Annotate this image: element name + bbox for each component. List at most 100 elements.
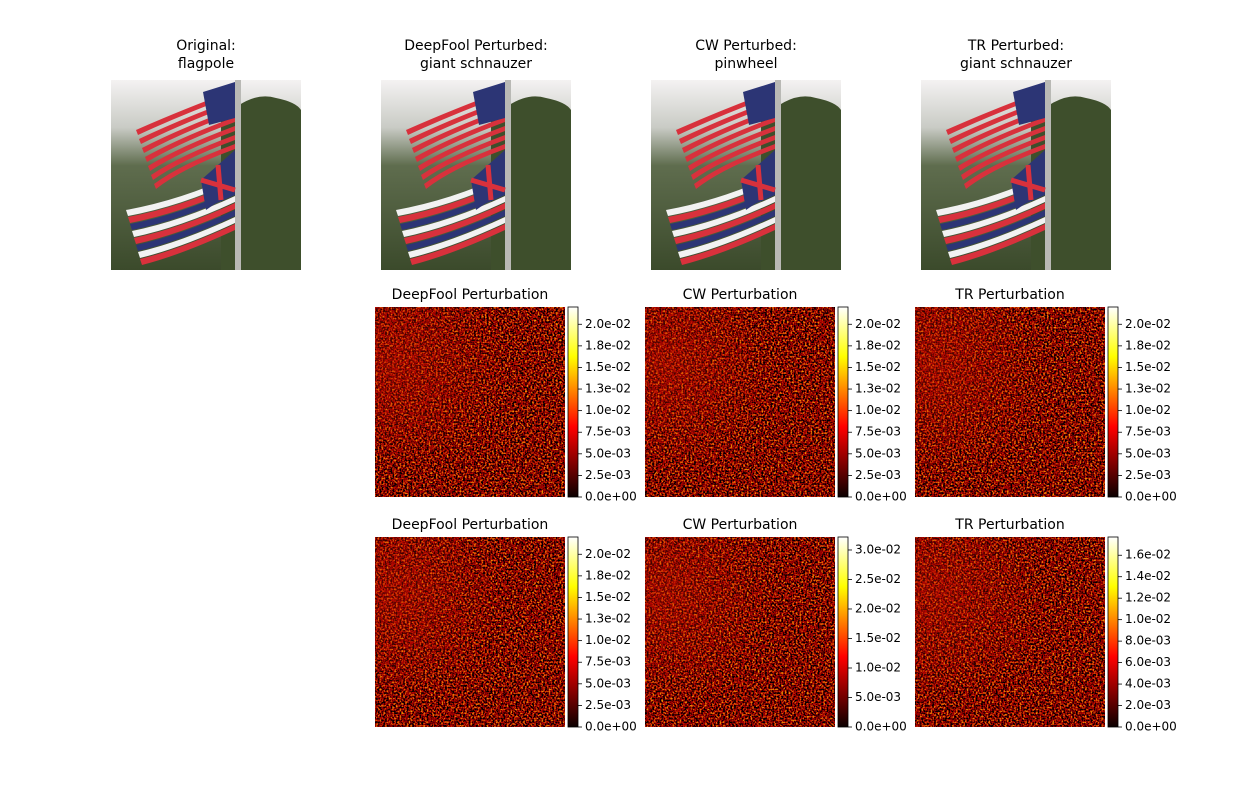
heatmap-title: DeepFool Perturbation — [392, 287, 549, 303]
us-flag — [406, 82, 505, 189]
stripe — [148, 126, 235, 171]
stripe — [685, 117, 775, 162]
stripe — [950, 224, 1045, 265]
stripe — [421, 135, 505, 180]
stripe — [424, 144, 505, 189]
colorbar-tick-label: 2.5e-03 — [855, 468, 901, 482]
colorbar — [567, 536, 579, 728]
stripe — [961, 135, 1045, 180]
colorbar-tick-label: 2.0e-02 — [1125, 317, 1171, 331]
colorbar-tick-label: 1.0e-02 — [1125, 403, 1171, 417]
colorbar-tick-label: 7.5e-03 — [585, 655, 631, 669]
colorbar-tick-label: 6.0e-03 — [1125, 655, 1171, 669]
union-cross — [740, 164, 776, 201]
union-cross — [200, 164, 236, 201]
heatmap-title: TR Perturbation — [954, 287, 1064, 303]
colorbar — [1107, 306, 1119, 498]
stripe — [128, 182, 235, 223]
colorbar-tick-label: 1.5e-02 — [585, 360, 631, 374]
colorbar-tick-label: 1.8e-02 — [585, 338, 631, 352]
stripe — [964, 144, 1045, 189]
colorbar-tick-label: 1.8e-02 — [855, 338, 901, 352]
stripe — [938, 182, 1045, 223]
hawaii-flag — [666, 150, 776, 265]
stripe — [126, 175, 235, 216]
colorbar-tick-label: 7.5e-03 — [1125, 425, 1171, 439]
heatmap-glow — [915, 537, 1105, 727]
colorbar-tick-label: 1.0e-02 — [855, 403, 901, 417]
colorbar-tick-label: 1.8e-02 — [1125, 338, 1171, 352]
stripe — [676, 210, 775, 251]
union-cross — [470, 164, 506, 201]
colorbar-tick-label: 1.3e-02 — [585, 382, 631, 396]
heatmap-glow — [645, 307, 835, 497]
stripe — [402, 196, 505, 237]
colorbar-tick-label: 1.5e-02 — [585, 590, 631, 604]
us-flag — [676, 82, 775, 189]
colorbar-tick-label: 7.5e-03 — [585, 425, 631, 439]
hawaii-flag — [936, 150, 1046, 265]
flagpole — [1045, 80, 1051, 270]
colorbar — [837, 536, 849, 728]
colorbar — [567, 306, 579, 498]
stripe — [404, 203, 505, 244]
flagpole — [235, 80, 241, 270]
stripe — [944, 203, 1045, 244]
heatmap-glow — [645, 537, 835, 727]
colorbar-tick-label: 4.0e-03 — [1125, 677, 1171, 691]
stripe — [154, 144, 235, 189]
colorbar-tick-label: 5.0e-03 — [855, 690, 901, 704]
stripe — [680, 224, 775, 265]
colorbar-tick-label: 1.3e-02 — [1125, 382, 1171, 396]
colorbar-tick-label: 0.0e+00 — [1125, 720, 1177, 734]
colorbar-tick-label: 1.0e-02 — [1125, 612, 1171, 626]
colorbar — [837, 306, 849, 498]
heatmap-title: CW Perturbation — [683, 517, 798, 533]
panel-title: giant schnauzer — [420, 56, 532, 72]
colorbar-tick-label: 1.5e-02 — [855, 631, 901, 645]
stripe — [415, 117, 505, 162]
heatmap-title: TR Perturbation — [954, 517, 1064, 533]
colorbar — [1107, 536, 1119, 728]
stripe — [688, 126, 775, 171]
colorbar-tick-label: 2.5e-03 — [585, 468, 631, 482]
colorbar-tick-label: 1.5e-02 — [1125, 360, 1171, 374]
panel-title: TR Perturbed: — [967, 38, 1064, 54]
hawaii-flag — [126, 150, 236, 265]
stripe — [408, 217, 505, 258]
colorbar-tick-label: 1.0e-02 — [585, 633, 631, 647]
colorbar-tick-label: 2.0e-02 — [855, 317, 901, 331]
colorbar-tick-label: 2.0e-02 — [855, 601, 901, 615]
stripe — [140, 224, 235, 265]
photo — [651, 80, 841, 270]
stripe — [145, 117, 235, 162]
stripe — [418, 126, 505, 171]
stripe — [410, 224, 505, 265]
heatmap-title: CW Perturbation — [683, 287, 798, 303]
colorbar-tick-label: 3.0e-02 — [855, 542, 901, 556]
colorbar-tick-label: 7.5e-03 — [855, 425, 901, 439]
colorbar-tick-label: 1.6e-02 — [1125, 548, 1171, 562]
heatmap-glow — [375, 537, 565, 727]
colorbar-tick-label: 0.0e+00 — [585, 490, 637, 504]
colorbar-tick-label: 2.5e-02 — [855, 572, 901, 586]
colorbar-tick-label: 1.2e-02 — [1125, 591, 1171, 605]
colorbar-tick-label: 5.0e-03 — [1125, 446, 1171, 460]
stripe — [151, 135, 235, 180]
stripe — [670, 189, 775, 230]
stripe — [940, 189, 1045, 230]
colorbar-tick-label: 2.0e-02 — [585, 547, 631, 561]
panel-title: flagpole — [178, 56, 234, 72]
colorbar-tick-label: 2.5e-03 — [1125, 468, 1171, 482]
colorbar-tick-label: 1.3e-02 — [855, 382, 901, 396]
colorbar-tick-label: 1.5e-02 — [855, 360, 901, 374]
flagpole — [505, 80, 511, 270]
stripe — [948, 217, 1045, 258]
stripe — [136, 210, 235, 251]
stripe — [942, 196, 1045, 237]
colorbar-tick-label: 1.8e-02 — [585, 568, 631, 582]
panel-title: Original: — [176, 38, 236, 54]
colorbar-tick-label: 1.3e-02 — [585, 612, 631, 626]
us-canton — [473, 82, 505, 125]
